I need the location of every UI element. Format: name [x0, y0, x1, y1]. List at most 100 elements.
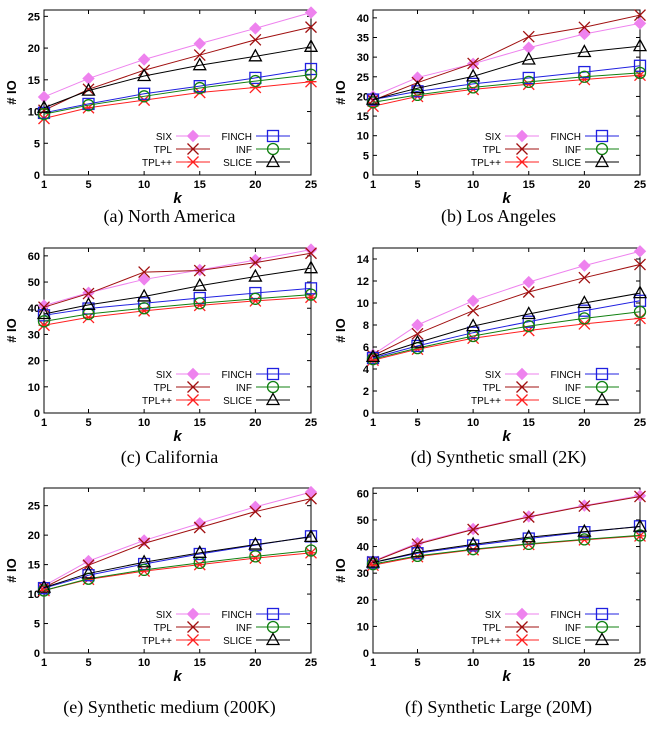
data-point-inf: [522, 75, 535, 89]
y-tick-label: 20: [28, 356, 40, 368]
legend-marker-slice: [265, 392, 281, 406]
data-point-tpl: [193, 49, 206, 62]
data-point-slice: [466, 68, 481, 82]
data-point-tpl: [305, 492, 317, 505]
data-point-tpl: [578, 271, 591, 284]
legend-marker-six: [186, 129, 200, 143]
y-tick-label: 6: [363, 342, 369, 354]
data-point-tpl: [193, 264, 206, 277]
x-tick-label: 5: [85, 657, 91, 669]
legend-label-tplpp: TPL++: [471, 396, 501, 407]
data-point-slice: [410, 80, 425, 94]
data-point-tpl: [634, 9, 646, 22]
x-tick-label: 1: [370, 657, 376, 669]
data-point-inf: [193, 297, 206, 310]
data-point-slice: [466, 536, 481, 550]
panel-caption: (d) Synthetic small (2K): [411, 447, 586, 468]
legend-label-tpl: TPL: [154, 383, 173, 394]
data-point-six: [466, 294, 480, 308]
data-point-tpl: [305, 247, 317, 260]
legend-label-tpl: TPL: [154, 145, 173, 156]
x-tick-label: 15: [194, 179, 206, 191]
y-tick-label: 10: [357, 131, 369, 143]
y-tick-label: 40: [357, 542, 369, 554]
data-point-finch: [522, 71, 535, 85]
legend: SIX TPL TPL++ FINCH INF SLICE: [471, 129, 619, 169]
x-tick-label: 1: [370, 417, 376, 429]
x-tick-label: 10: [467, 657, 479, 669]
legend-label-slice: SLICE: [552, 158, 581, 169]
legend: SIX TPL TPL++ FINCH INF SLICE: [142, 607, 290, 647]
data-point-tplpp: [634, 312, 646, 325]
data-point-inf: [37, 315, 51, 328]
data-point-six: [411, 318, 424, 332]
y-tick-label: 40: [357, 13, 369, 25]
legend-label-finch: FINCH: [221, 132, 252, 143]
legend-marker-tplpp: [516, 156, 528, 168]
y-axis-label: # IO: [4, 80, 19, 105]
legend-marker-tpl: [516, 143, 528, 155]
legend-marker-tplpp: [516, 634, 528, 646]
legend-label-slice: SLICE: [223, 158, 252, 169]
data-point-tpl: [634, 490, 646, 503]
plot-frame: [372, 247, 641, 414]
series-line-tplpp: [43, 81, 312, 120]
data-point-inf: [578, 70, 591, 83]
data-point-tpl: [249, 33, 262, 46]
data-point-slice: [365, 554, 381, 568]
data-point-slice: [303, 529, 319, 543]
x-tick-label: 5: [414, 417, 420, 429]
data-point-tpl: [522, 30, 535, 43]
data-point-tplpp: [578, 73, 591, 86]
x-tick-label: 1: [41, 657, 47, 669]
data-point-inf: [193, 81, 206, 95]
legend-marker-tplpp: [516, 394, 528, 406]
x-tick-label: 20: [249, 179, 261, 191]
legend-label-finch: FINCH: [221, 370, 252, 381]
data-point-inf: [633, 529, 647, 542]
legend-marker-finch: [595, 129, 609, 143]
plot-frame: [372, 487, 641, 654]
x-tick-label: 5: [414, 657, 420, 669]
data-point-tpl: [138, 537, 151, 550]
data-point-finch: [304, 282, 318, 295]
data-point-six: [82, 72, 95, 85]
legend: SIX TPL TPL++ FINCH INF SLICE: [471, 607, 619, 647]
legend-label-finch: FINCH: [221, 610, 252, 621]
x-axis-label: k: [502, 668, 511, 685]
legend-label-six: SIX: [156, 610, 172, 621]
y-tick-label: 10: [28, 589, 40, 601]
legend-marker-finch: [266, 367, 280, 381]
legend: SIX TPL TPL++ FINCH INF SLICE: [142, 129, 290, 169]
data-point-inf: [304, 288, 318, 301]
data-point-six: [193, 37, 206, 50]
legend-label-tpl: TPL: [483, 623, 502, 634]
legend-marker-six: [515, 607, 529, 621]
series-line-tplpp: [43, 296, 312, 326]
data-point-six: [522, 275, 535, 289]
y-tick-label: 20: [357, 595, 369, 607]
data-point-tpl: [193, 521, 206, 534]
data-point-slice: [410, 334, 425, 348]
legend-marker-tplpp: [187, 156, 199, 168]
series-line-tplpp: [372, 535, 641, 566]
series-line-inf: [372, 72, 641, 103]
y-tick-label: 15: [357, 111, 369, 123]
data-point-slice: [632, 518, 648, 532]
x-tick-label: 20: [249, 657, 261, 669]
x-axis-label: k: [502, 190, 511, 207]
x-tick-label: 15: [523, 417, 535, 429]
data-point-finch: [633, 59, 647, 72]
y-tick-label: 50: [28, 277, 40, 289]
data-point-tpl: [411, 327, 424, 340]
x-tick-label: 15: [523, 657, 535, 669]
legend-marker-slice: [594, 392, 610, 406]
x-tick-label: 20: [249, 417, 261, 429]
y-tick-label: 5: [34, 138, 40, 150]
x-tick-label: 5: [85, 179, 91, 191]
x-axis-label: k: [173, 428, 182, 445]
legend-marker-finch: [266, 607, 280, 621]
